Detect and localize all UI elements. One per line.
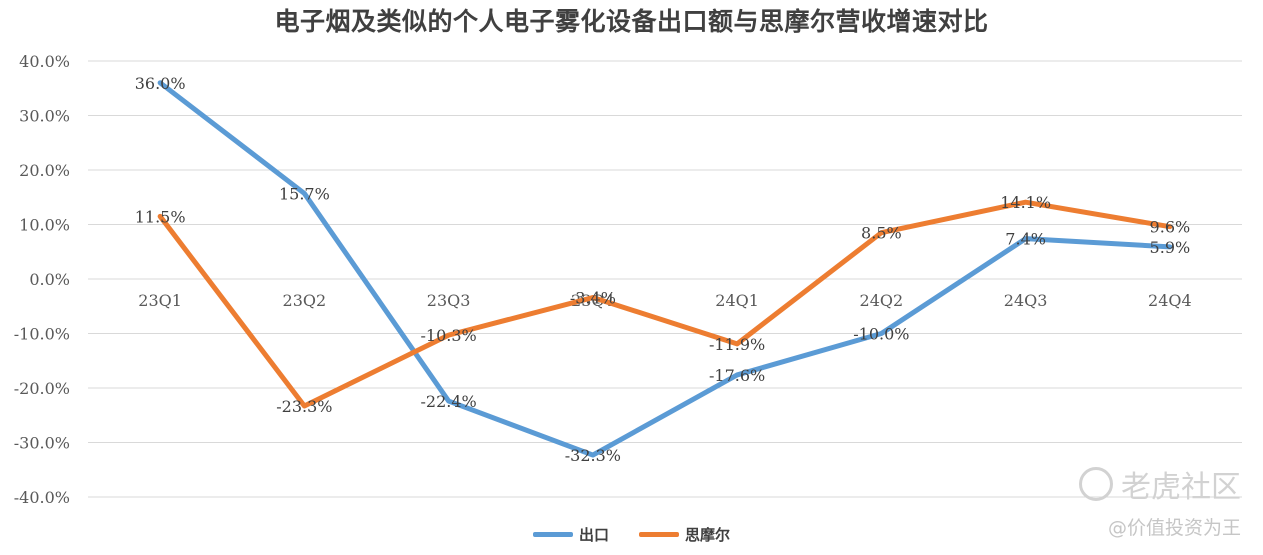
x-tick-label: 23Q1: [138, 291, 182, 310]
gridlines: [88, 60, 1242, 498]
data-label: -3.4%: [570, 289, 616, 308]
y-tick-label: 20.0%: [19, 161, 70, 180]
series-line-1: [157, 199, 1173, 409]
legend-item-export[interactable]: 出口: [532, 524, 609, 545]
y-tick-label: 0.0%: [29, 270, 70, 289]
legend-label-export: 出口: [578, 526, 609, 544]
legend-label-smoore: 思摩尔: [685, 526, 731, 544]
data-label: 8.5%: [861, 224, 902, 243]
data-label: 14.1%: [1000, 193, 1051, 212]
legend-item-smoore[interactable]: 思摩尔: [639, 524, 730, 545]
legend-swatch-smoore: [639, 532, 679, 537]
x-tick-label: 24Q4: [1148, 291, 1192, 310]
data-label: 9.6%: [1150, 218, 1191, 237]
data-label: 11.5%: [135, 207, 186, 226]
y-axis-ticks: 40.0% 30.0% 20.0% 10.0% 0.0% -10.0% -20.0% -30.…: [14, 52, 70, 507]
x-tick-label: 24Q1: [715, 291, 759, 310]
legend: 出口 思摩尔: [0, 524, 1263, 545]
x-tick-label: 24Q2: [860, 291, 904, 310]
tiger-logo-icon: [1079, 467, 1113, 501]
x-axis-ticks: 23Q1 23Q2 23Q3 23Q4 24Q1 24Q2 24Q3 24Q4: [138, 291, 1191, 310]
y-tick-label: 40.0%: [19, 52, 70, 71]
data-label: 36.0%: [135, 74, 186, 93]
watermark-author: @价值投资为王: [1107, 517, 1241, 539]
data-label: 15.7%: [279, 184, 330, 203]
chart-title: 电子烟及类似的个人电子雾化设备出口额与思摩尔营收增速对比: [274, 7, 989, 36]
data-labels: 36.0% 15.7% -22.4% -32.3% -17.6% -10.0% 7.4% 5.…: [135, 74, 1190, 465]
y-tick-label: -40.0%: [14, 488, 70, 507]
data-label: -10.3%: [421, 326, 477, 345]
y-tick-label: -30.0%: [14, 434, 70, 453]
x-tick-label: 23Q3: [427, 291, 471, 310]
series-line-0: [157, 80, 1173, 458]
data-label: -23.3%: [276, 397, 332, 416]
watermark-logo: 老虎社区: [1079, 462, 1241, 506]
x-tick-label: 24Q3: [1004, 291, 1048, 310]
y-tick-label: -10.0%: [14, 325, 70, 344]
watermark-brand: 老虎社区: [1121, 470, 1241, 505]
data-label: -17.6%: [709, 366, 765, 385]
data-label: -10.0%: [853, 325, 909, 344]
y-tick-label: 30.0%: [19, 107, 70, 126]
y-tick-label: 10.0%: [19, 216, 70, 235]
data-label: -22.4%: [421, 392, 477, 411]
data-label: -11.9%: [709, 335, 765, 354]
data-label: 5.9%: [1150, 238, 1191, 257]
y-tick-label: -20.0%: [14, 379, 70, 398]
data-label: 7.4%: [1005, 230, 1046, 249]
data-label: -32.3%: [565, 446, 621, 465]
series-lines: [157, 80, 1173, 458]
x-tick-label: 23Q4: [571, 291, 615, 310]
legend-swatch-export: [532, 532, 573, 537]
line-chart: 40.0% 30.0% 20.0% 10.0% 0.0% -10.0% -20.0% -30.…: [14, 52, 1242, 507]
x-tick-label: 23Q2: [283, 291, 327, 310]
